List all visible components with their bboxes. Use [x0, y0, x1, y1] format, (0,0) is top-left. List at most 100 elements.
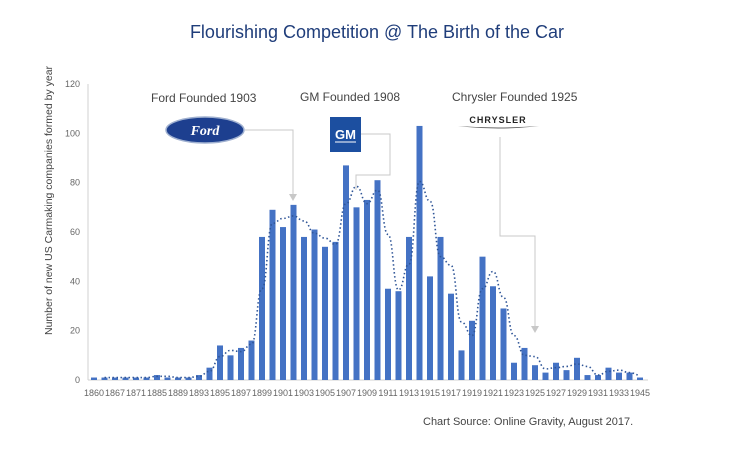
x-tick-label: 1933 [609, 388, 629, 398]
x-tick-label: 1923 [504, 388, 524, 398]
bar [616, 372, 622, 380]
bar [217, 345, 223, 380]
ford-logo: Ford [165, 116, 245, 144]
x-tick-label: 1885 [147, 388, 167, 398]
chrysler-connector [499, 137, 536, 328]
y-tick-label: 40 [70, 276, 80, 286]
svg-text:Ford: Ford [190, 124, 221, 139]
x-tick-label: 1897 [231, 388, 251, 398]
bar [122, 377, 129, 380]
bar [395, 291, 402, 380]
bar [164, 377, 171, 380]
gm-connector [355, 133, 391, 190]
bar [532, 365, 538, 380]
bar [500, 308, 507, 380]
x-tick-label: 1889 [168, 388, 188, 398]
x-tick-label: 1909 [357, 388, 377, 398]
bar [175, 377, 181, 380]
bar [427, 276, 433, 380]
x-tick-label: 1895 [210, 388, 230, 398]
x-tick-label: 1860 [84, 388, 104, 398]
ford-arrow-icon [289, 194, 297, 201]
bar [133, 377, 139, 380]
chrysler-logo: CHRYSLER [458, 115, 539, 129]
bar [626, 372, 633, 380]
bar [374, 180, 381, 380]
bar [248, 340, 255, 380]
x-tick-label: 1893 [189, 388, 209, 398]
bar [448, 293, 454, 380]
y-tick-label: 60 [70, 227, 80, 237]
logos: Ford GM CHRYSLER [165, 115, 539, 333]
bar [259, 236, 265, 380]
x-tick-label: 1925 [525, 388, 545, 398]
bar [332, 241, 339, 380]
x-tick-label: 1903 [294, 388, 314, 398]
bar [637, 377, 643, 380]
annotation-ford: Ford Founded 1903 [151, 91, 257, 105]
x-tick-label: 1917 [441, 388, 461, 398]
bar [91, 377, 97, 380]
bar [322, 246, 328, 380]
x-tick-label: 1921 [483, 388, 503, 398]
bar [238, 347, 244, 380]
bar [311, 229, 318, 380]
gm-logo: GM [330, 117, 361, 152]
ford-connector [245, 129, 294, 196]
x-tick-label: 1915 [420, 388, 440, 398]
bar [353, 207, 360, 380]
bar [112, 377, 118, 380]
annotation-gm: GM Founded 1908 [300, 90, 401, 104]
bar [469, 320, 475, 380]
trendline [104, 180, 641, 379]
annotation-chrysler: Chrysler Founded 1925 [452, 90, 578, 104]
x-tick-label: 1929 [567, 388, 587, 398]
bar [416, 125, 423, 380]
bar [185, 377, 192, 380]
bar [479, 256, 486, 380]
x-tick-label: 1905 [315, 388, 335, 398]
x-tick-label: 1871 [126, 388, 146, 398]
bar [406, 236, 412, 380]
x-tick-label: 1913 [399, 388, 419, 398]
chart-title: Flourishing Competition @ The Birth of t… [189, 22, 565, 42]
bar [269, 209, 276, 380]
svg-text:GM: GM [335, 127, 356, 142]
bar [458, 350, 465, 380]
bar [101, 377, 108, 380]
y-tick-label: 0 [75, 375, 80, 385]
bar [542, 372, 549, 380]
chrysler-arrow-icon [531, 326, 539, 333]
x-tick-label: 1867 [105, 388, 125, 398]
x-tick-label: 1911 [378, 388, 397, 398]
x-tick-label: 1931 [588, 388, 608, 398]
x-tick-label: 1901 [273, 388, 293, 398]
chart-source: Chart Source: Online Gravity, August 201… [423, 416, 634, 428]
bar [280, 227, 286, 380]
bar [605, 367, 612, 380]
bar [437, 236, 444, 380]
y-tick-label: 120 [65, 79, 80, 89]
bar [584, 375, 591, 380]
bar [521, 347, 528, 380]
bar [143, 377, 150, 380]
bar [364, 199, 370, 380]
bar [196, 375, 202, 380]
bar [574, 357, 580, 380]
x-tick-label: 1919 [462, 388, 482, 398]
y-tick-label: 20 [70, 326, 80, 336]
bar [343, 165, 349, 380]
bar [385, 288, 391, 380]
bar [563, 370, 570, 380]
bar [511, 362, 517, 380]
bar [490, 286, 496, 380]
x-tick-label: 1907 [336, 388, 356, 398]
y-tick-label: 100 [65, 128, 80, 138]
x-tick-label: 1899 [252, 388, 272, 398]
bar [301, 236, 307, 380]
x-tick-label: 1927 [546, 388, 566, 398]
bar [553, 362, 559, 380]
bar [154, 375, 160, 380]
svg-text:CHRYSLER: CHRYSLER [469, 115, 526, 125]
